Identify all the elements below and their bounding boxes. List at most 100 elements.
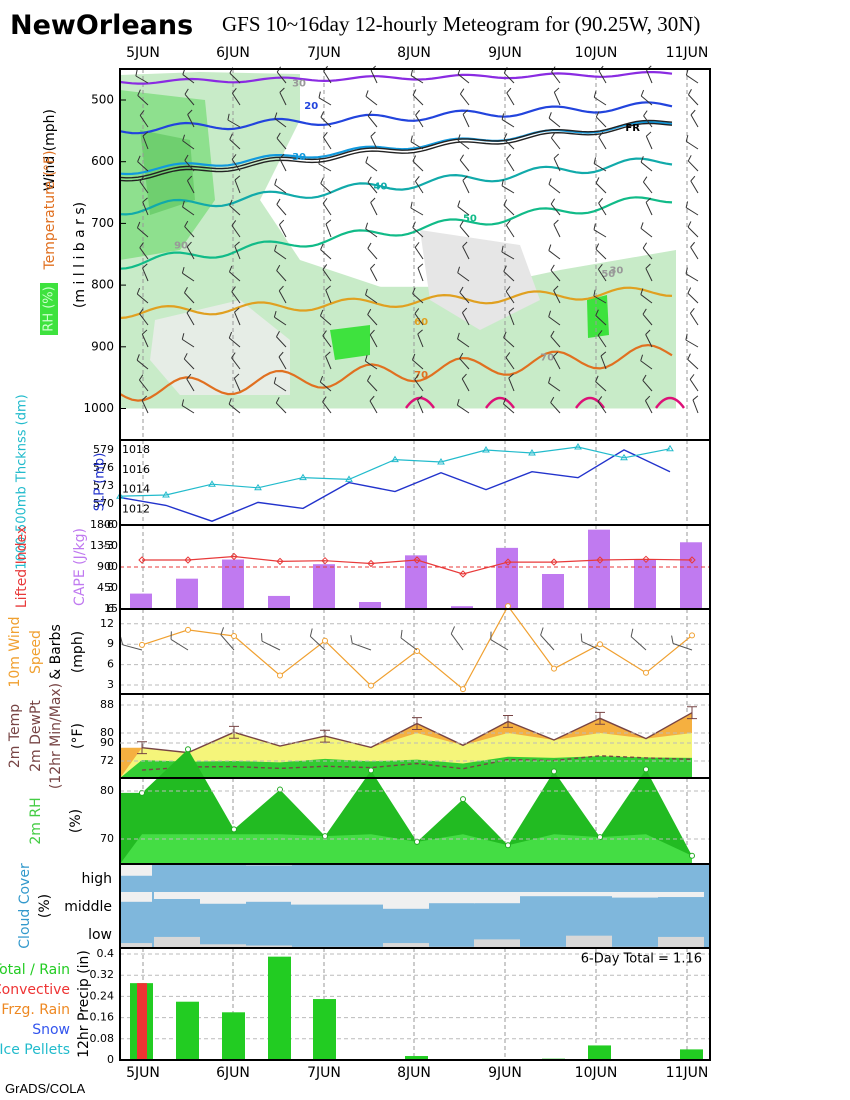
date-label-top-6: 11JUN (666, 45, 709, 61)
barb-shaft (645, 202, 653, 216)
wind-point-6 (414, 648, 420, 654)
barb-flag (414, 176, 420, 182)
barb-shaft (687, 160, 699, 172)
wind-barb-1-14 (186, 373, 195, 392)
wind-barb-9-7 (553, 219, 561, 238)
barb-flag (689, 308, 695, 314)
contour-label-7: 90 (174, 241, 188, 252)
li-point-0 (138, 556, 146, 564)
barb-shaft (276, 71, 287, 84)
wind-barb-9-14 (548, 376, 561, 392)
barb-flag (643, 110, 648, 117)
li-point-6 (413, 556, 421, 564)
barb-shaft (553, 224, 561, 238)
barb-flag (136, 287, 141, 295)
barb-flag (322, 198, 328, 204)
barb-shaft (501, 251, 515, 260)
wind-barb-11-2 (643, 110, 653, 128)
wind-barb-3-7 (278, 219, 287, 238)
barb-flag (182, 134, 186, 141)
thickness-point-8 (482, 446, 490, 453)
slp-line (119, 449, 671, 522)
barb-flag (417, 395, 423, 401)
wind-barb-0-5 (139, 176, 149, 194)
wind-barb-6-11 (414, 308, 424, 326)
barb-flag (600, 351, 607, 357)
date-label-top-5: 10JUN (575, 45, 618, 61)
barb-flag (412, 287, 416, 294)
surface-barb-5 (350, 635, 372, 651)
barb-shaft (459, 93, 470, 106)
wind-barb-8-5 (501, 179, 515, 194)
barb-flag (233, 373, 240, 379)
wind-barb-11-15 (644, 395, 653, 414)
barb-shaft (553, 92, 561, 106)
barb-shaft (417, 399, 424, 414)
date-label-top-4: 9JUN (488, 45, 522, 61)
date-label-top-2: 7JUN (307, 45, 341, 61)
barb-shaft (600, 355, 607, 370)
barb-shaft (320, 315, 332, 326)
wind-barb-9-3 (550, 132, 561, 150)
surface-barb-flag (260, 633, 263, 642)
surface-barb-shaft (261, 640, 281, 651)
wind-barb-7-4 (459, 154, 470, 172)
barb-flag (184, 88, 189, 95)
barb-shaft (137, 161, 149, 172)
cape-bar-5 (359, 602, 381, 609)
barb-shaft (367, 380, 378, 392)
wind-barb-9-1 (553, 87, 561, 106)
barb-flag (687, 287, 692, 294)
barb-shaft (184, 226, 195, 238)
barb-shaft (687, 292, 699, 304)
barb-shaft (457, 272, 470, 282)
barb-shaft (457, 404, 470, 414)
wind-barb-11-4 (640, 156, 653, 172)
barb-shaft (550, 269, 561, 282)
wind-barb-2-7 (231, 220, 241, 238)
barb-flag (138, 374, 144, 381)
wind-barb-6-0 (410, 69, 424, 84)
barb-flag (597, 330, 603, 336)
barb-flag (365, 90, 369, 97)
precip-total-label: 6-Day Total = 1.16 (581, 952, 702, 967)
wind-barb-1-8 (186, 241, 195, 260)
barb-flag (227, 113, 230, 121)
thickness-point-9 (528, 449, 536, 456)
barb-flag (322, 132, 328, 138)
barb-flag (550, 264, 555, 271)
barb-shaft (503, 271, 515, 282)
barb-flag (275, 397, 280, 404)
wind-barb-6-6 (410, 201, 424, 216)
barb-flag (501, 179, 504, 186)
li-tick-0: -6 (103, 518, 114, 531)
barb-flag (228, 265, 233, 273)
wind-barb-5-8 (367, 242, 378, 260)
barb-flag (414, 308, 420, 314)
wind-barb-3-11 (273, 310, 287, 326)
barb-flag (412, 221, 416, 228)
barb-flag (640, 89, 645, 97)
barb-flag (595, 375, 599, 382)
barb-flag (689, 374, 695, 380)
barb-flag (365, 288, 368, 296)
wind-barb-1-9 (181, 266, 195, 282)
barb-flag (184, 154, 189, 161)
barb-flag (640, 288, 644, 295)
wind-barb-0-1 (137, 89, 149, 106)
barb-flag (139, 176, 145, 182)
barb-flag (410, 69, 414, 76)
barb-shaft (135, 75, 149, 84)
surface-barb-shaft (672, 643, 693, 651)
wind-barb-7-11 (461, 307, 470, 326)
cloud-mid-clear-6 (383, 892, 429, 909)
surface-barb-flag (309, 628, 313, 637)
wind-barb-12-7 (687, 221, 699, 238)
ua-ylabel-wind: Wind (mph) (42, 109, 58, 191)
wind-barb-12-2 (690, 109, 699, 128)
barb-flag (548, 310, 552, 317)
wind-barb-2-1 (231, 88, 241, 106)
rh2m-point-8 (505, 842, 511, 849)
surface-barb-shaft (220, 634, 235, 651)
